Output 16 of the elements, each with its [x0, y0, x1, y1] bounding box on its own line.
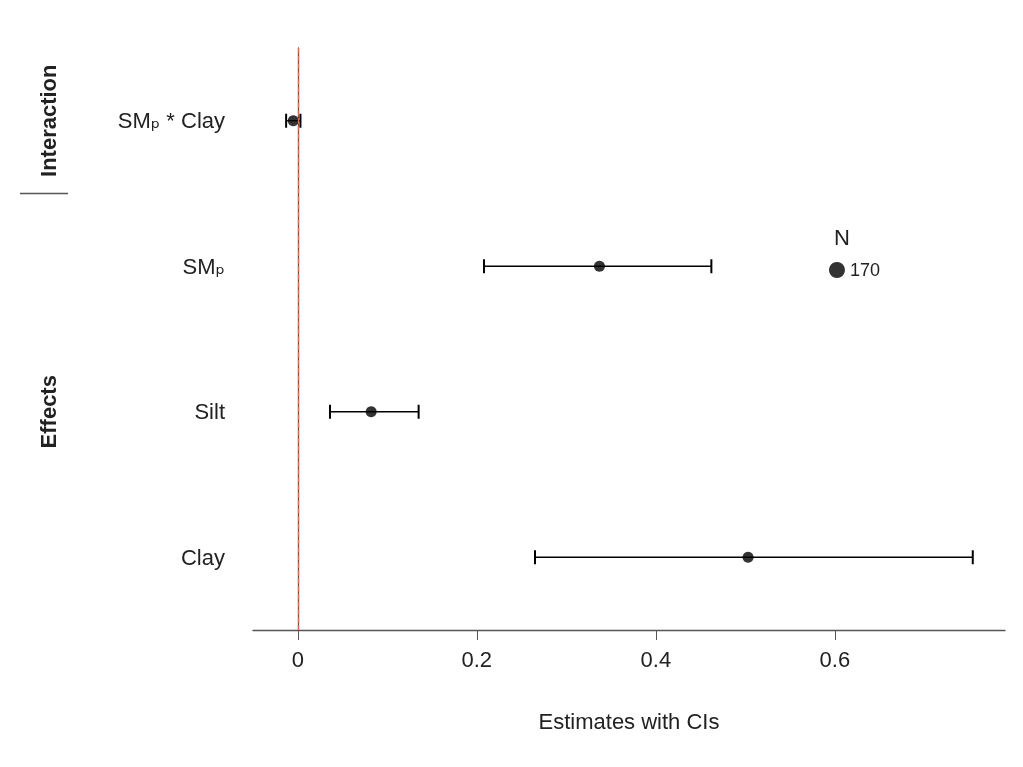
y-tick-label: Clay: [180, 544, 225, 570]
y-tick-label: SMₚ * Clay: [117, 108, 225, 134]
x-tick-label: 0.6: [819, 646, 851, 672]
x-tick-label: 0.2: [461, 646, 493, 672]
y-tick-label: Silt: [194, 399, 225, 425]
text: Interaction: [35, 64, 61, 177]
x-tick-label: 0: [291, 646, 304, 672]
point: [742, 551, 754, 563]
point: [365, 406, 377, 418]
legend-label: 170: [849, 260, 881, 280]
point: [593, 260, 605, 272]
x-tick-label: 0.4: [640, 646, 672, 672]
x-axis-title: Estimates with CIs: [538, 708, 720, 734]
legend-title: N: [834, 224, 850, 250]
y-tick-label: SMₚ: [182, 253, 225, 279]
text: Effects: [35, 375, 61, 449]
